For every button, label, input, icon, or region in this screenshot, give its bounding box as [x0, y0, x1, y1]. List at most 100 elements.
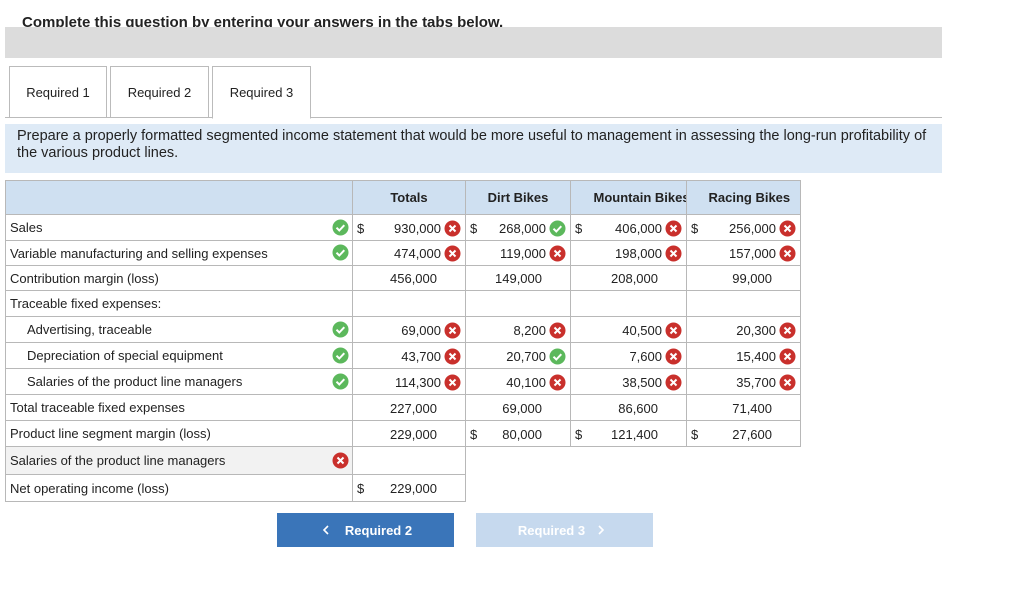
prev-button[interactable]: Required 2: [277, 513, 454, 547]
row-label: Variable manufacturing and selling expen…: [10, 245, 268, 261]
column-header: Totals: [390, 190, 428, 205]
wrong-icon: [549, 374, 566, 391]
cell-value: 149,000: [495, 271, 542, 286]
currency-sign: $: [575, 220, 583, 236]
row-label: Depreciation of special equipment: [27, 348, 223, 363]
cell-value: 406,000: [615, 220, 662, 236]
tab[interactable]: Required 2: [110, 66, 209, 118]
row-label-cell: Contribution margin (loss): [5, 265, 353, 291]
row-label-cell: Product line segment margin (loss): [5, 420, 353, 447]
correct-icon: [549, 220, 566, 237]
check: [332, 373, 349, 389]
cell-value: 227,000: [390, 400, 437, 416]
column-header: Dirt Bikes: [487, 190, 549, 205]
value-cell: 7,600: [570, 342, 687, 369]
prev-label: Required 2: [344, 522, 413, 538]
currency-sign: $: [575, 426, 583, 442]
cross: [444, 374, 461, 390]
wrong-icon: [779, 322, 796, 339]
cell-value: 20,700: [506, 348, 546, 364]
value-cell: $268,000: [465, 214, 571, 241]
correct-icon: [332, 244, 349, 261]
cross: [665, 348, 682, 364]
currency-sign: $: [470, 220, 478, 236]
cross: [665, 220, 682, 236]
value-cell: $229,000: [352, 474, 466, 502]
wrong-icon: [665, 374, 682, 391]
value-cell: 474,000: [352, 240, 466, 266]
cell-value: 20,300: [736, 322, 776, 338]
cell-value: 43,700: [401, 348, 441, 364]
header-cell: Dirt Bikes: [465, 180, 571, 215]
wrong-icon: [665, 220, 682, 237]
wrong-icon: [444, 322, 461, 339]
wrong-icon: [779, 348, 796, 365]
cell-value: 38,500: [622, 374, 662, 390]
cross: [779, 374, 796, 390]
currency-sign: $: [357, 220, 365, 236]
cell-value: 86,600: [618, 400, 658, 416]
value-cell: 35,700: [686, 368, 801, 395]
next-label: Required 3: [517, 522, 586, 538]
cell-value: 7,600: [629, 348, 662, 364]
value-cell: 227,000: [352, 394, 466, 421]
cell-value: 121,400: [611, 426, 658, 442]
cross: [665, 322, 682, 338]
cell-value: 114,300: [394, 374, 441, 390]
wrong-icon: [332, 452, 349, 469]
tab[interactable]: Required 1: [9, 66, 107, 118]
cross: [549, 374, 566, 390]
wrong-icon: [444, 374, 461, 391]
cross: [779, 220, 796, 236]
cell-value: 119,000: [499, 246, 546, 261]
currency-sign: $: [691, 220, 699, 236]
header-cell: [5, 180, 353, 215]
value-cell: 229,000: [352, 420, 466, 447]
correct-icon: [332, 347, 349, 364]
cell-value: 229,000: [390, 426, 437, 442]
cell-value: 208,000: [611, 271, 658, 286]
cell-value: 8,200: [513, 322, 546, 338]
row-label: Advertising, traceable: [27, 322, 153, 337]
correct-icon: [332, 219, 349, 236]
value-cell: $80,000: [465, 420, 571, 447]
cell-value: 268,000: [499, 220, 546, 236]
value-cell: 114,300: [352, 368, 466, 395]
tab[interactable]: Required 3: [212, 66, 311, 119]
wrong-icon: [779, 220, 796, 237]
value-cell: $121,400: [570, 420, 687, 447]
value-cell: 198,000: [570, 240, 687, 266]
value-cell: 40,100: [465, 368, 571, 395]
value-cell: 149,000: [465, 265, 571, 291]
cell-value: 930,000: [394, 220, 441, 236]
cell-value: 157,000: [729, 246, 776, 261]
value-cell: 43,700: [352, 342, 466, 369]
cell-value: 15,400: [736, 348, 776, 364]
value-cell: 40,500: [570, 316, 687, 343]
next-button[interactable]: Required 3: [476, 513, 653, 547]
cell-value: 71,400: [732, 400, 772, 416]
cell-value: 27,600: [732, 426, 772, 442]
correct-icon: [332, 373, 349, 390]
cell-value: 40,100: [506, 374, 546, 390]
cell-value: 40,500: [622, 322, 662, 338]
cell-value: 256,000: [729, 220, 776, 236]
instruction-clip: Complete this question by entering your …: [0, 0, 942, 30]
cross: [444, 220, 461, 236]
value-cell: 69,000: [465, 394, 571, 421]
tab-line: [5, 117, 942, 118]
wrong-icon: [665, 348, 682, 365]
cell-value: 456,000: [390, 271, 437, 286]
row-label-cell: Salaries of the product line managers: [5, 368, 353, 395]
check: [332, 244, 349, 261]
check: [549, 348, 566, 364]
wrong-icon: [444, 348, 461, 365]
value-cell: 208,000: [570, 265, 687, 291]
check: [332, 321, 349, 337]
wrong-icon: [665, 322, 682, 339]
check: [332, 347, 349, 363]
header-cell: Mountain Bikes: [570, 180, 690, 215]
value-cell: [570, 290, 687, 317]
cross: [444, 348, 461, 364]
value-cell: 119,000: [465, 240, 571, 266]
